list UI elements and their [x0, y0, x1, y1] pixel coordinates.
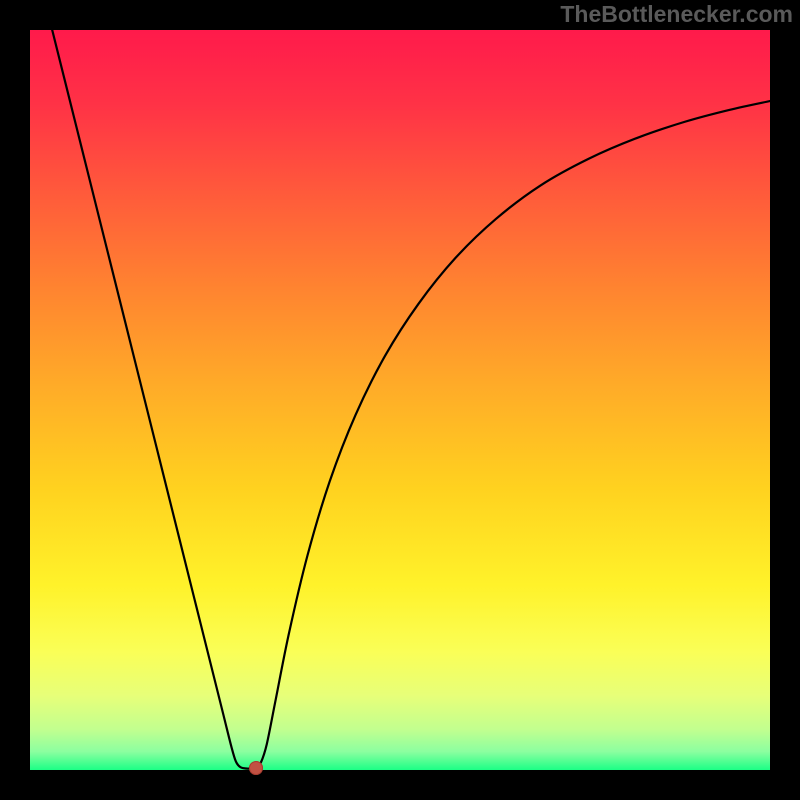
chart-container: TheBottlenecker.com — [0, 0, 800, 800]
watermark-text: TheBottlenecker.com — [560, 1, 793, 28]
plot-area — [30, 30, 770, 770]
plot-svg — [30, 30, 770, 770]
